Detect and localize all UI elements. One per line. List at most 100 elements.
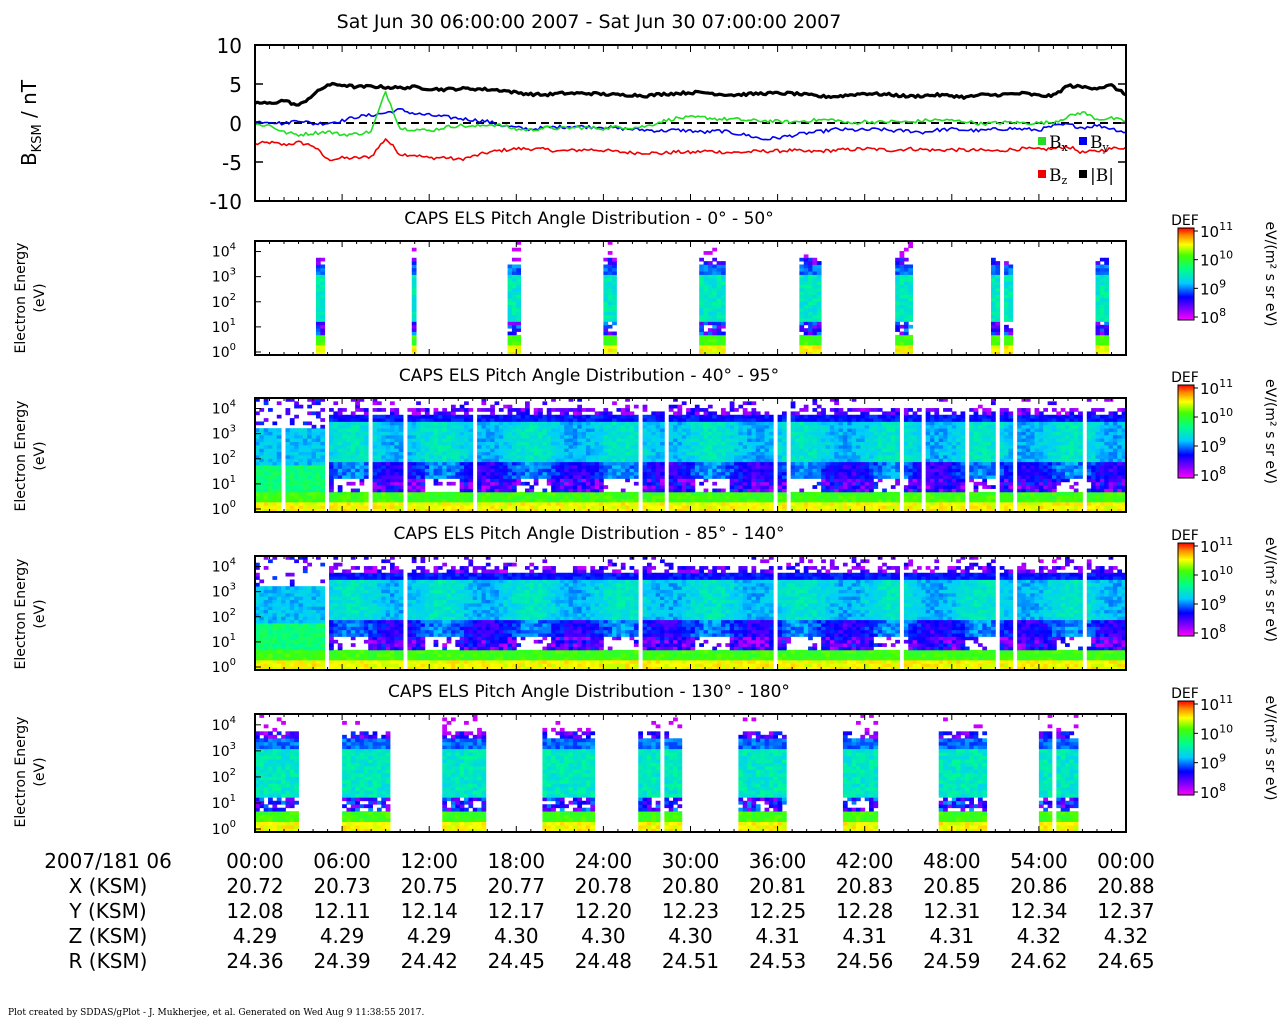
spectrogram-cell <box>599 445 604 449</box>
spectrogram-cell <box>760 495 765 499</box>
spectrogram-cell <box>416 458 421 462</box>
spectrogram-cell <box>590 425 595 429</box>
spectrogram-cell <box>860 442 865 446</box>
spectrogram-cell <box>708 405 713 409</box>
spectrogram-cell <box>991 261 996 265</box>
spectrogram-cell <box>521 505 526 509</box>
spectrogram-cell <box>499 425 504 429</box>
spectrogram-cell <box>277 492 282 496</box>
spectrogram-cell <box>625 421 630 425</box>
spectrogram-cell <box>686 465 691 469</box>
spectrogram-cell <box>908 325 913 329</box>
spectrogram-cell <box>416 425 421 429</box>
spectrogram-cell <box>264 475 269 479</box>
spectrogram-cell <box>691 492 696 496</box>
spectrogram-cell <box>830 458 835 462</box>
spectrogram-cell <box>817 278 822 282</box>
spectrogram-cell <box>547 505 552 509</box>
spectrogram-cell <box>812 462 817 466</box>
spectrogram-cell <box>738 425 743 429</box>
spectrogram-cell <box>495 401 500 405</box>
spectrogram-cell <box>603 345 608 349</box>
spectrogram-cell <box>508 425 513 429</box>
spectrogram-cell <box>651 468 656 472</box>
spectrogram-cell <box>738 421 743 425</box>
spectrogram-cell <box>839 482 844 486</box>
spectrogram-cell <box>738 485 743 489</box>
spectrogram-cell <box>1004 308 1009 312</box>
spectrogram-cell <box>616 418 621 422</box>
spectrogram-cell <box>630 421 635 425</box>
spectrogram-cell <box>508 472 513 476</box>
spectrogram-cell <box>1004 311 1009 315</box>
spectrogram-cell <box>756 421 761 425</box>
spectrogram-cell <box>769 482 774 486</box>
spectrogram-cell <box>708 301 713 305</box>
spectrogram-cell <box>625 452 630 456</box>
spectrogram-cell <box>460 462 465 466</box>
spectrogram-cell <box>612 452 617 456</box>
spectrogram-cell <box>468 485 473 489</box>
spectrogram-cell <box>290 438 295 442</box>
spectrogram-cell <box>390 401 395 405</box>
spectrogram-cell <box>590 492 595 496</box>
spectrogram-cell <box>751 502 756 506</box>
spectrogram-cell <box>608 432 613 436</box>
spectrogram-cell <box>608 418 613 422</box>
spectrogram-cell <box>778 502 783 506</box>
spectrogram-cell <box>407 438 412 442</box>
spectrogram-cell <box>381 442 386 446</box>
spectrogram-cell <box>481 465 486 469</box>
spectrogram-cell <box>651 499 656 503</box>
spectrogram-cell <box>712 348 717 352</box>
spectrogram-cell <box>799 291 804 295</box>
spectrogram-cell <box>386 462 391 466</box>
spectrogram-cell <box>464 492 469 496</box>
spectrogram-cell <box>643 502 648 506</box>
spectrogram-cell <box>699 425 704 429</box>
spectrogram-cell <box>712 345 717 349</box>
spectrogram-cell <box>434 428 439 432</box>
spectrogram-cell <box>608 435 613 439</box>
spectrogram-cell <box>416 432 421 436</box>
spectrogram-cell <box>468 455 473 459</box>
spectrogram-cell <box>647 489 652 493</box>
spectrogram-cell <box>451 482 456 486</box>
spectrogram-cell <box>699 492 704 496</box>
spectrogram-cell <box>782 495 787 499</box>
spectrogram-cell <box>686 438 691 442</box>
spectrogram-cell <box>603 271 608 275</box>
spectrogram-cell <box>751 418 756 422</box>
spectrogram-cell <box>621 492 626 496</box>
spectrogram-cell <box>856 452 861 456</box>
spectrogram-cell <box>329 489 334 493</box>
spectrogram-cell <box>791 465 796 469</box>
spectrogram-cell <box>329 445 334 449</box>
spectrogram-cell <box>608 295 613 299</box>
spectrogram-cell <box>817 288 822 292</box>
spectrogram-cell <box>342 432 347 436</box>
spectrogram-cell <box>608 502 613 506</box>
spectrogram-cell <box>373 408 378 412</box>
spectrogram-cell <box>904 288 909 292</box>
spectrogram-cell <box>895 275 900 279</box>
spectrogram-cell <box>390 489 395 493</box>
spectrogram-cell <box>612 401 617 405</box>
spectrogram-cell <box>852 432 857 436</box>
spectrogram-cell <box>812 258 817 262</box>
spectrogram-cell <box>342 468 347 472</box>
spectrogram-cell <box>682 425 687 429</box>
spectrogram-cell <box>630 505 635 509</box>
spectrogram-cell <box>804 275 809 279</box>
spectrogram-cell <box>360 468 365 472</box>
spectrogram-cell <box>817 448 822 452</box>
spectrogram-cell <box>495 418 500 422</box>
spectrogram-cell <box>673 505 678 509</box>
spectrogram-cell <box>499 408 504 412</box>
spectrogram-cell <box>512 305 517 309</box>
spectrogram-cell <box>316 278 321 282</box>
spectrogram-cell <box>603 462 608 466</box>
spectrogram-cell <box>569 495 574 499</box>
spectrogram-cell <box>839 499 844 503</box>
